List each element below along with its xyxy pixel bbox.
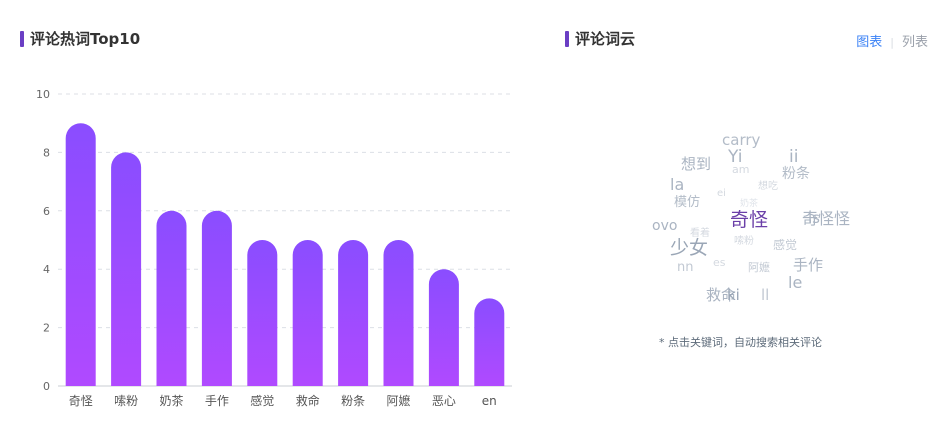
cloud-word[interactable]: 阿嬷 <box>748 261 770 274</box>
x-tick-label: 粉条 <box>341 394 365 408</box>
cloud-word[interactable]: nn <box>677 260 694 275</box>
y-tick-label: 2 <box>43 322 50 335</box>
bar <box>156 210 187 386</box>
cloud-word[interactable]: 少女 <box>670 237 709 259</box>
list-view-tab[interactable]: 列表 <box>901 35 928 50</box>
bar <box>247 240 278 386</box>
x-tick-label: 恶心 <box>432 394 456 408</box>
x-tick-label: 奇怪 <box>69 394 93 408</box>
cloud-word[interactable]: is <box>808 209 820 227</box>
cloud-word[interactable]: 救命 <box>706 286 737 304</box>
x-tick-label: 救命 <box>296 393 320 408</box>
cloud-word[interactable]: carry <box>722 131 761 149</box>
chart-title: 评论热词Top10 <box>20 30 140 48</box>
cloud-word[interactable]: 奇怪怪 <box>802 209 851 228</box>
x-tick-label: 阿嬷 <box>386 393 410 408</box>
bar <box>428 269 459 386</box>
cloud-word[interactable]: 奶茶 <box>740 199 759 209</box>
toggle-divider: | <box>890 36 894 49</box>
bar-chart: 0 2 4 6 8 10 奇怪 嗦粉 奶茶 手作 感觉 救命 粉条 阿嬷 恶心 en <box>36 88 512 408</box>
x-tick-label: 感觉 <box>250 393 274 408</box>
cloud-word[interactable]: 想吃 <box>758 181 778 192</box>
cloud-word[interactable]: 模仿 <box>674 195 701 210</box>
cloud-word[interactable]: ovo <box>652 218 678 234</box>
x-tick-label: 嗦粉 <box>114 394 138 408</box>
cloud-word[interactable]: 嗦粉 <box>734 236 754 247</box>
chart-view-tab[interactable]: 图表 <box>856 35 883 50</box>
cloud-word[interactable]: 粉条 <box>782 166 810 182</box>
cloud-word[interactable]: ki <box>727 286 740 304</box>
x-tick-label: 奶茶 <box>159 393 183 408</box>
y-tick-label: 8 <box>43 146 50 159</box>
x-tick-label: en <box>482 394 497 408</box>
cloud-word[interactable]: 手作 <box>793 256 824 274</box>
bar <box>201 210 232 386</box>
cloud-word[interactable]: ei <box>717 188 726 199</box>
cloud-word[interactable]: la <box>670 175 685 194</box>
bar <box>65 123 96 386</box>
cloud-word[interactable]: 看着 <box>690 228 710 239</box>
bar <box>111 152 142 386</box>
cloud-word[interactable]: es <box>713 256 726 269</box>
y-tick-label: 4 <box>43 263 50 276</box>
word-cloud-title: 评论词云 <box>565 30 635 48</box>
bar <box>474 298 505 386</box>
view-toggle: 图表 | 列表 <box>856 31 928 50</box>
cloud-word[interactable]: ii <box>789 147 799 167</box>
cloud-word[interactable]: ll <box>761 286 770 304</box>
bar <box>338 240 369 386</box>
cloud-word[interactable]: 想到 <box>681 155 712 173</box>
x-tick-label: 手作 <box>205 394 229 408</box>
cloud-word[interactable]: Yi <box>728 147 743 167</box>
word-cloud-hint: * 点击关键词，自动搜索相关评论 <box>659 336 822 349</box>
cloud-word[interactable]: le <box>788 273 803 292</box>
y-tick-label: 6 <box>43 205 50 218</box>
bar <box>292 240 323 386</box>
bar <box>383 240 414 386</box>
y-tick-label: 0 <box>43 380 50 393</box>
cloud-word[interactable]: 感觉 <box>773 238 798 252</box>
cloud-word[interactable]: 奇怪 <box>730 209 769 231</box>
cloud-word[interactable]: am <box>732 163 750 176</box>
y-tick-label: 10 <box>36 88 50 101</box>
word-cloud: carry Yi ii 想到 am 粉条 la 想吃 ei 模仿 奶茶 奇怪 奇怪怪 is ovo 看着 少女 嗦… <box>640 125 870 315</box>
